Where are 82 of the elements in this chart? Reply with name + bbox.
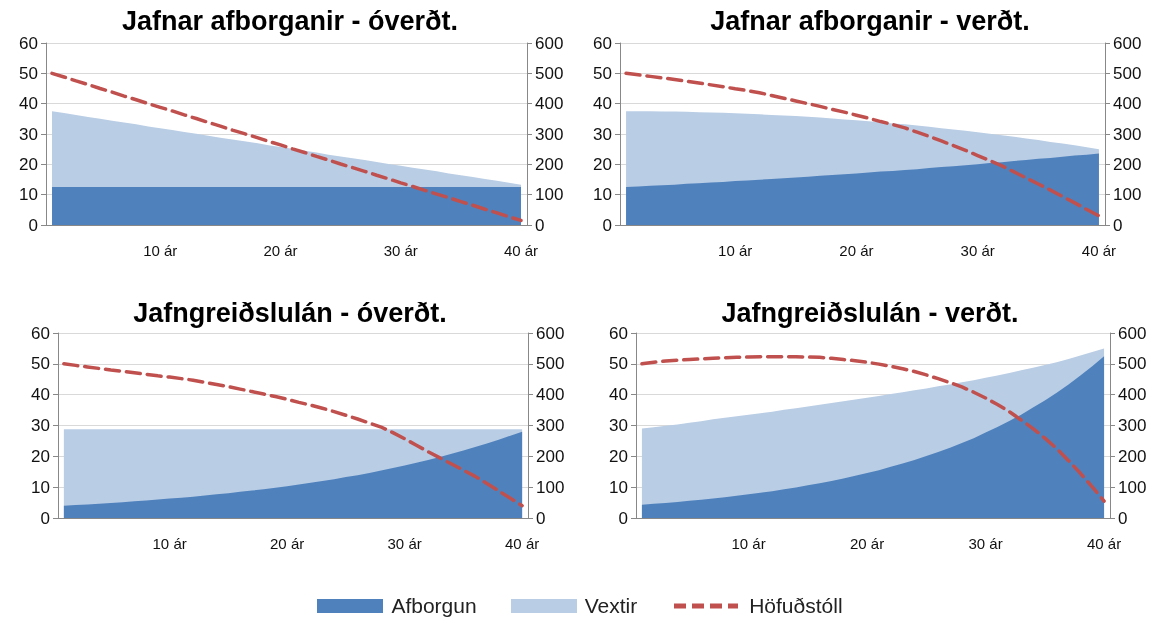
y2-tick-label: 400 bbox=[1118, 385, 1147, 405]
line-series bbox=[62, 362, 524, 508]
y2-tick-label: 200 bbox=[535, 154, 564, 174]
y2-tick-label: 400 bbox=[536, 385, 565, 405]
y2-tick-label: 600 bbox=[536, 323, 565, 343]
y2-tick-label: 0 bbox=[1118, 508, 1128, 528]
legend-label: Afborgun bbox=[391, 594, 477, 618]
chart-title: Jafngreiðslulán - óverðt. bbox=[133, 297, 447, 328]
y2-tick-label: 100 bbox=[1113, 185, 1142, 205]
y2-tick-label: 300 bbox=[1113, 124, 1142, 144]
y2-tick-label: 600 bbox=[1118, 323, 1147, 343]
chart-title: Jafnar afborganir - óverðt. bbox=[121, 5, 459, 36]
y2-tick-label: 300 bbox=[1118, 416, 1147, 435]
y2-tick-label: 300 bbox=[536, 416, 565, 435]
y-tick-label: 50 bbox=[31, 354, 50, 374]
y-tick-label: 40 bbox=[609, 385, 628, 405]
x-tick-label: 10 ár bbox=[143, 242, 178, 259]
x-tick-label: 40 ár bbox=[1081, 242, 1117, 259]
y-tick-label: 60 bbox=[19, 33, 38, 53]
x-tick-label: 30 ár bbox=[960, 242, 995, 259]
x-tick-label: 20 ár bbox=[839, 242, 874, 259]
y2-tick-label: 0 bbox=[535, 215, 545, 235]
y-tick-label: 30 bbox=[31, 416, 50, 435]
x-tick-label: 20 ár bbox=[270, 535, 305, 552]
y-tick-label: 50 bbox=[593, 63, 612, 83]
y2-tick-label: 400 bbox=[535, 94, 564, 114]
y-tick-label: 20 bbox=[609, 446, 628, 466]
x-tick-label: 40 ár bbox=[503, 242, 539, 259]
y-tick-label: 50 bbox=[19, 63, 38, 83]
y2-tick-label: 200 bbox=[1113, 154, 1142, 174]
x-tick-label: 30 ár bbox=[383, 242, 418, 259]
x-tick-label: 10 ár bbox=[718, 242, 753, 259]
line-series bbox=[624, 71, 1101, 218]
x-tick-label: 20 ár bbox=[263, 242, 298, 259]
y-tick-label: 20 bbox=[19, 154, 38, 174]
y-tick-label: 20 bbox=[593, 154, 612, 174]
y-tick-label: 10 bbox=[19, 185, 38, 205]
x-tick-label: 10 ár bbox=[152, 535, 187, 552]
y2-tick-label: 600 bbox=[535, 33, 564, 53]
x-tick-label: 20 ár bbox=[849, 535, 885, 552]
chart-title: Jafnar afborganir - verðt. bbox=[710, 5, 1030, 36]
x-tick-label: 10 ár bbox=[731, 535, 766, 552]
y-tick-label: 0 bbox=[28, 215, 38, 235]
y2-tick-label: 600 bbox=[1113, 33, 1142, 53]
x-tick-label: 40 ár bbox=[1086, 535, 1122, 552]
y2-tick-label: 100 bbox=[535, 185, 564, 205]
y2-tick-label: 200 bbox=[1118, 446, 1147, 466]
line-series bbox=[50, 71, 523, 223]
legend-label: Höfuðstóll bbox=[749, 594, 843, 618]
y-tick-label: 10 bbox=[593, 185, 612, 205]
y-tick-label: 20 bbox=[31, 446, 50, 466]
y2-tick-label: 0 bbox=[1113, 215, 1123, 235]
y-tick-label: 0 bbox=[602, 215, 612, 235]
x-tick-label: 40 ár bbox=[505, 535, 540, 552]
y-tick-label: 0 bbox=[40, 508, 50, 528]
y-tick-label: 0 bbox=[618, 508, 628, 528]
y2-tick-label: 100 bbox=[536, 477, 565, 497]
y-tick-label: 30 bbox=[19, 124, 38, 144]
y-tick-label: 30 bbox=[593, 124, 612, 144]
y2-tick-label: 500 bbox=[536, 354, 565, 374]
y2-tick-label: 100 bbox=[1118, 477, 1147, 497]
y2-tick-label: 300 bbox=[535, 124, 564, 144]
chart-title: Jafngreiðslulán - verðt. bbox=[721, 297, 1019, 328]
y-tick-label: 10 bbox=[609, 477, 628, 497]
y-tick-label: 10 bbox=[31, 477, 50, 497]
y-tick-label: 60 bbox=[593, 33, 612, 53]
y2-tick-label: 200 bbox=[536, 446, 565, 466]
y-tick-label: 60 bbox=[609, 323, 628, 343]
y2-tick-label: 500 bbox=[1118, 354, 1147, 374]
y-tick-label: 40 bbox=[19, 94, 38, 114]
y-tick-label: 40 bbox=[31, 385, 50, 405]
y-tick-label: 60 bbox=[31, 323, 50, 343]
y2-tick-label: 0 bbox=[536, 508, 546, 528]
x-tick-label: 30 ár bbox=[968, 535, 1003, 552]
y-tick-label: 40 bbox=[593, 94, 612, 114]
y2-tick-label: 500 bbox=[535, 63, 564, 83]
y-tick-label: 30 bbox=[609, 416, 628, 435]
y2-tick-label: 500 bbox=[1113, 63, 1142, 83]
legend-label: Vextir bbox=[584, 594, 638, 618]
y-tick-label: 50 bbox=[609, 354, 628, 374]
y2-tick-label: 400 bbox=[1113, 94, 1142, 114]
x-tick-label: 30 ár bbox=[387, 535, 422, 552]
